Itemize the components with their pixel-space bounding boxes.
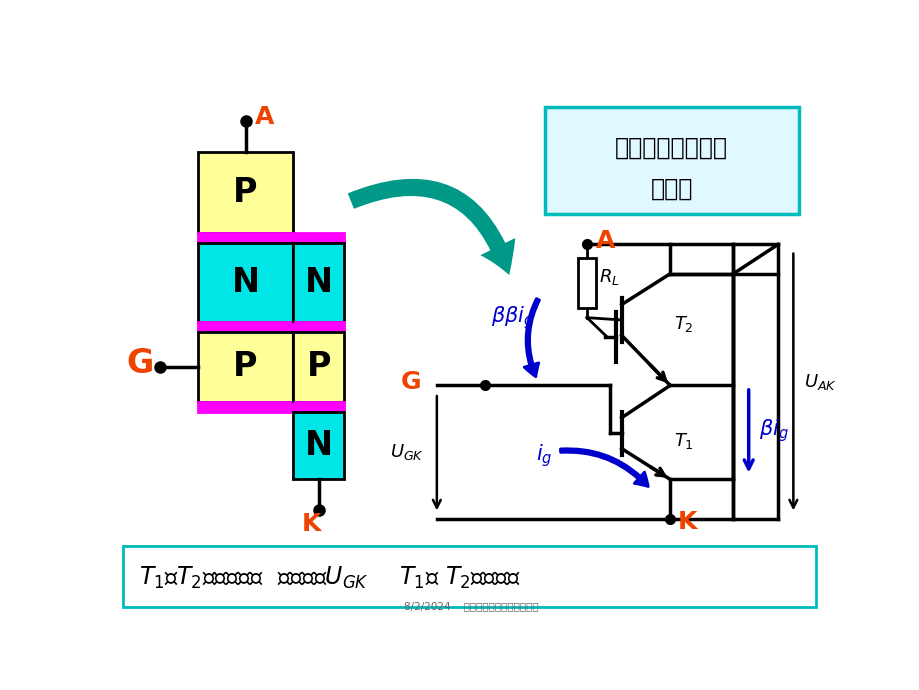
Text: $T_1$、$T_2$都导通后，  即使去掉$U_{GK}$    $T_1$、 $T_2$仍然导通: $T_1$、$T_2$都导通后， 即使去掉$U_{GK}$ $T_1$、 $T_… (139, 565, 520, 591)
Text: N: N (304, 266, 333, 299)
FancyArrowPatch shape (560, 448, 648, 486)
FancyArrowPatch shape (524, 299, 539, 377)
Text: 等效为由二个三极: 等效为由二个三极 (615, 135, 728, 159)
Bar (292, 413, 344, 480)
Text: N: N (304, 429, 333, 462)
Bar (198, 233, 344, 243)
Bar (198, 152, 292, 233)
Text: 管组成: 管组成 (650, 176, 692, 200)
FancyArrowPatch shape (347, 179, 515, 275)
Text: G: G (127, 346, 153, 380)
Text: N: N (232, 266, 259, 299)
Text: $U_{AK}$: $U_{AK}$ (803, 371, 836, 391)
Bar (198, 322, 344, 331)
Text: P: P (233, 176, 257, 208)
Text: $R_L$: $R_L$ (598, 267, 619, 287)
Bar (292, 331, 344, 402)
Bar (198, 243, 292, 322)
Bar (198, 402, 344, 413)
Text: $\beta i_g$: $\beta i_g$ (758, 417, 788, 444)
Bar (292, 243, 344, 322)
FancyBboxPatch shape (544, 108, 798, 214)
Text: $U_{GK}$: $U_{GK}$ (390, 442, 424, 462)
Bar (198, 331, 292, 402)
Bar (577, 258, 596, 308)
Text: $\beta\beta i_g$: $\beta\beta i_g$ (490, 304, 533, 331)
Text: P: P (233, 351, 257, 384)
FancyBboxPatch shape (123, 546, 815, 607)
Text: $T_2$: $T_2$ (674, 314, 693, 334)
Text: K: K (677, 510, 697, 533)
Text: A: A (255, 106, 274, 130)
Text: A: A (596, 228, 615, 253)
Text: G: G (401, 370, 421, 393)
Text: $T_1$: $T_1$ (674, 431, 693, 451)
Text: P: P (306, 351, 331, 384)
Text: K: K (301, 512, 321, 536)
Text: $i_g$: $i_g$ (535, 442, 551, 469)
Text: 8/2/2024    电工技术电子技术清华课件: 8/2/2024 电工技术电子技术清华课件 (403, 602, 539, 611)
